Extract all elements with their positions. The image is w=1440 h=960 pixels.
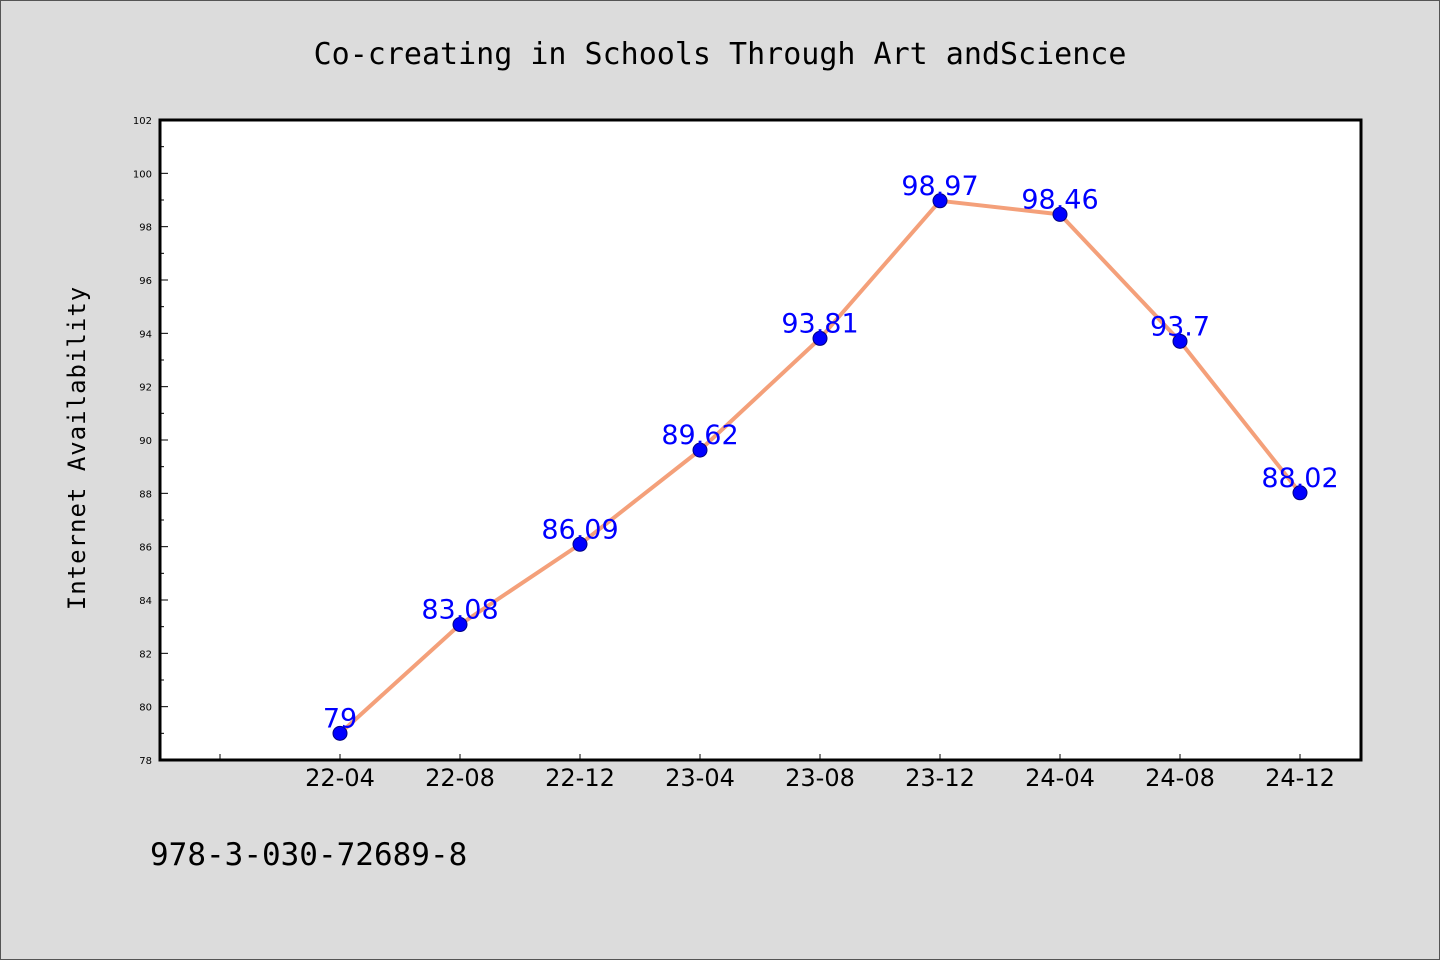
y-tick-label: 78 [139, 756, 152, 767]
y-tick-label: 82 [139, 649, 152, 660]
y-tick-label: 94 [139, 329, 152, 340]
data-point [692, 442, 708, 458]
data-point [452, 617, 468, 633]
x-tick-label: 22-08 [425, 764, 495, 792]
y-tick-label: 98 [139, 223, 152, 234]
data-point [932, 193, 948, 209]
y-tick-label: 100 [133, 169, 152, 180]
y-axis-label: Internet Availability [63, 286, 91, 610]
x-tick-label: 22-12 [545, 764, 615, 792]
y-tick-label: 92 [139, 383, 152, 394]
data-label: 93.7 [1150, 311, 1210, 342]
data-label: 98.46 [1021, 184, 1098, 215]
x-tick-label: 24-12 [1265, 764, 1335, 792]
y-tick-label: 84 [139, 596, 152, 607]
x-tick-label: 23-04 [665, 764, 735, 792]
x-tick-label: 24-04 [1025, 764, 1095, 792]
y-tick-label: 90 [139, 436, 152, 447]
data-label: 86.09 [541, 514, 618, 545]
chart-title: Co-creating in Schools Through Art andSc… [314, 37, 1127, 72]
x-tick-label: 23-12 [905, 764, 975, 792]
data-point [1172, 333, 1188, 349]
y-tick-label: 88 [139, 489, 152, 500]
data-label: 88.02 [1261, 463, 1338, 494]
plot-area [160, 120, 1361, 760]
plot-border [158, 118, 1363, 762]
data-labels: 79 83.08 86.09 89.62 93.81 98.97 98.46 93.7 88.0… [323, 171, 1339, 735]
y-tick-label: 102 [133, 116, 152, 127]
data-point [332, 725, 348, 741]
series-markers [332, 193, 1308, 741]
y-tick-label: 80 [139, 703, 152, 714]
data-label: 89.62 [661, 420, 738, 451]
data-label: 98.97 [901, 171, 978, 202]
data-point [812, 330, 828, 346]
data-point [1292, 485, 1308, 501]
data-label: 79 [323, 703, 357, 734]
data-label: 93.81 [781, 308, 858, 339]
x-tick-label: 23-08 [785, 764, 855, 792]
y-tick-label: 96 [139, 276, 152, 287]
data-point [1052, 206, 1068, 222]
x-tick-label: 24-08 [1145, 764, 1215, 792]
y-axis-ticks: 78 80 82 84 86 88 90 92 94 96 98 100 102 [133, 116, 168, 767]
y-tick-label: 86 [139, 543, 152, 554]
x-tick-label: 22-04 [305, 764, 375, 792]
isbn-footer: 978-3-030-72689-8 [150, 837, 467, 873]
x-axis-ticks: 22-04 22-08 22-12 23-04 23-08 23-12 24-04 24-08… [219, 754, 1335, 792]
data-label: 83.08 [421, 595, 498, 626]
data-point [572, 536, 588, 552]
